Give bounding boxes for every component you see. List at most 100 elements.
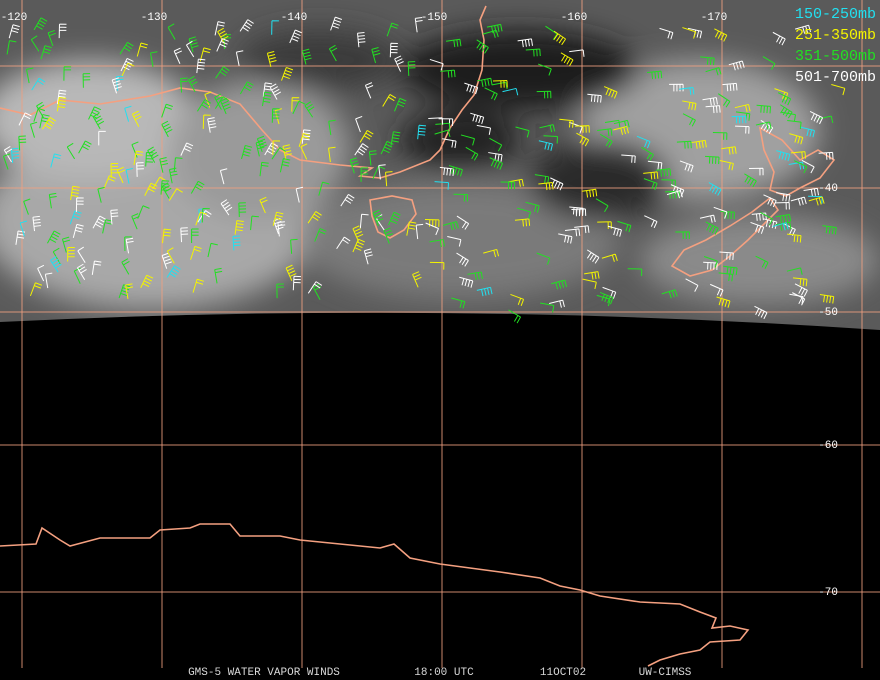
wind-barb bbox=[787, 120, 802, 130]
wind-barb bbox=[363, 248, 373, 265]
wind-barb bbox=[772, 222, 789, 231]
wind-barb bbox=[328, 44, 338, 62]
wind-barb bbox=[809, 111, 824, 125]
wind-barb bbox=[75, 197, 84, 212]
wind-barb bbox=[40, 45, 52, 60]
wind-barb bbox=[515, 126, 530, 138]
wind-barb bbox=[560, 52, 574, 67]
wind-barb bbox=[484, 87, 498, 101]
wind-barb bbox=[92, 215, 107, 229]
wind-barb bbox=[676, 140, 692, 149]
wind-barb bbox=[603, 86, 618, 99]
wind-barb bbox=[386, 22, 399, 37]
wind-barb bbox=[584, 271, 600, 280]
wind-barb bbox=[708, 182, 722, 196]
wind-barb bbox=[18, 112, 32, 126]
wind-barb bbox=[789, 133, 804, 145]
wind-barb bbox=[543, 135, 558, 144]
wind-barb bbox=[476, 286, 493, 297]
wind-barb bbox=[166, 247, 175, 264]
wind-barb bbox=[702, 97, 718, 106]
wind-barb bbox=[517, 207, 532, 219]
wind-barb bbox=[538, 140, 553, 151]
wind-barb bbox=[136, 42, 148, 57]
wind-barb bbox=[196, 58, 206, 74]
wind-barb bbox=[37, 264, 45, 282]
wind-barb bbox=[679, 87, 695, 95]
wind-barb bbox=[167, 23, 176, 40]
wind-barb bbox=[776, 192, 791, 202]
wind-barb bbox=[290, 238, 298, 254]
footer-text: 18:00 UTC bbox=[414, 667, 474, 679]
wind-barb bbox=[502, 87, 519, 96]
wind-barb bbox=[775, 201, 790, 210]
legend-entry: 150-250mb bbox=[795, 6, 876, 23]
wind-barb bbox=[559, 118, 574, 128]
wind-barb bbox=[3, 145, 13, 163]
wind-barb bbox=[314, 228, 327, 242]
wind-barb bbox=[586, 249, 600, 264]
wind-barb bbox=[831, 84, 846, 96]
wind-barb bbox=[279, 158, 291, 173]
wind-barb bbox=[488, 152, 503, 162]
wind-barb bbox=[665, 190, 680, 199]
wind-barb bbox=[775, 214, 792, 223]
wind-barb bbox=[56, 89, 67, 105]
wind-barb bbox=[447, 236, 462, 247]
wind-barb bbox=[173, 157, 183, 172]
wind-barb bbox=[47, 230, 61, 244]
wind-barb bbox=[88, 106, 101, 120]
wind-barb bbox=[442, 221, 459, 231]
wind-barb bbox=[682, 100, 697, 111]
wind-barb bbox=[120, 57, 134, 72]
wind-barb bbox=[425, 222, 439, 236]
wind-barb bbox=[599, 291, 614, 305]
wind-barb bbox=[372, 209, 384, 226]
wind-barb bbox=[666, 190, 683, 199]
wind-barb bbox=[394, 97, 407, 112]
wind-barb bbox=[470, 112, 485, 125]
wind-barb bbox=[31, 77, 46, 91]
wind-barb bbox=[214, 93, 223, 110]
wind-barb bbox=[98, 130, 106, 146]
wind-barb bbox=[273, 217, 284, 235]
wind-barb bbox=[750, 221, 765, 234]
wind-barb bbox=[417, 124, 427, 140]
wind-barb bbox=[274, 108, 283, 125]
wind-barb bbox=[191, 228, 199, 244]
wind-barb bbox=[328, 119, 336, 136]
wind-barb bbox=[187, 75, 198, 93]
wind-barb bbox=[47, 29, 56, 47]
wind-barb bbox=[29, 121, 38, 138]
longitude-label: -140 bbox=[281, 12, 307, 24]
wind-barb bbox=[525, 201, 540, 213]
wind-barb bbox=[26, 67, 34, 84]
wind-barb bbox=[110, 209, 119, 225]
wind-barb bbox=[18, 135, 27, 151]
wind-barb bbox=[61, 236, 71, 253]
wind-barb bbox=[627, 268, 643, 277]
wind-barb bbox=[525, 48, 541, 57]
wind-barb bbox=[705, 221, 719, 235]
new-zealand-south-coast bbox=[670, 196, 780, 277]
wind-barb bbox=[718, 272, 734, 282]
wind-barb bbox=[161, 103, 173, 118]
wind-barb bbox=[355, 115, 363, 133]
wind-barb bbox=[76, 263, 87, 280]
wind-barb bbox=[489, 137, 503, 152]
wind-barb bbox=[292, 275, 302, 291]
wind-barb bbox=[161, 252, 172, 269]
wind-barb bbox=[44, 272, 53, 289]
wind-barb bbox=[136, 162, 144, 177]
wind-barb bbox=[133, 150, 144, 166]
wind-barb bbox=[428, 117, 444, 125]
wind-barb bbox=[587, 93, 602, 103]
wind-barb bbox=[159, 156, 169, 173]
longitude-label: -160 bbox=[561, 12, 587, 24]
wind-barb bbox=[82, 73, 91, 88]
wind-barb bbox=[214, 21, 225, 36]
wind-barb bbox=[539, 124, 556, 133]
wind-barb bbox=[207, 117, 217, 133]
wind-barb bbox=[717, 93, 731, 108]
wind-barb bbox=[569, 206, 584, 216]
